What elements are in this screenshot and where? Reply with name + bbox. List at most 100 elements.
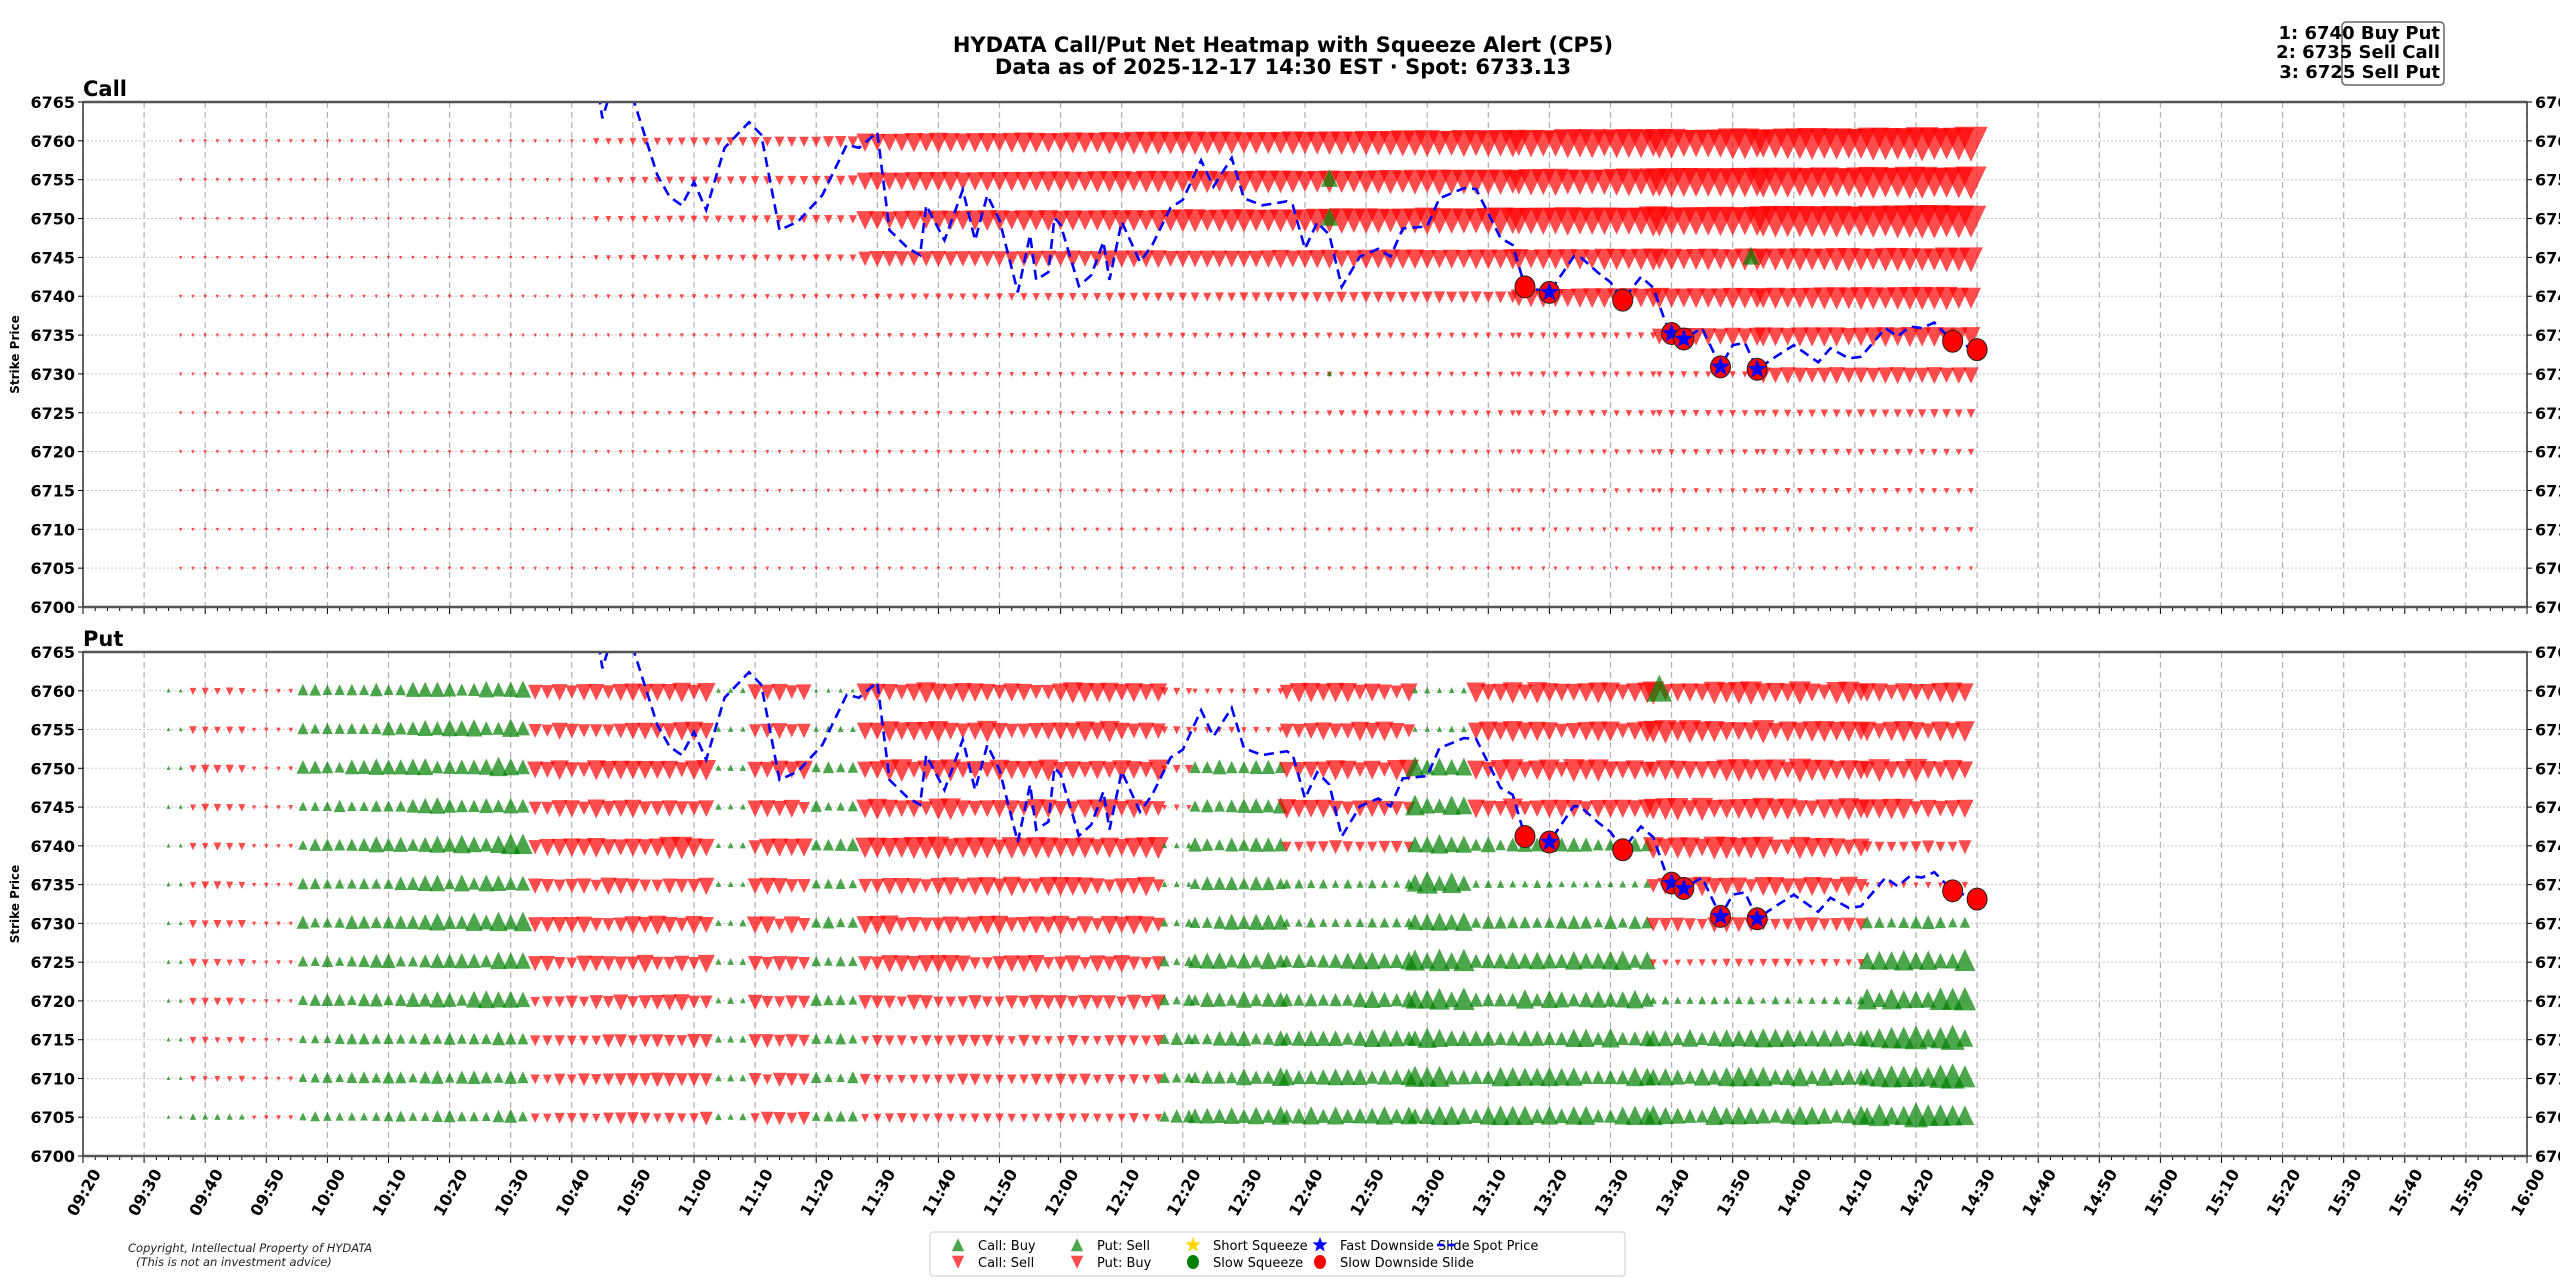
buy-marker: [1352, 991, 1368, 1008]
sell-marker: [179, 294, 183, 299]
sell-marker: [1138, 250, 1155, 268]
sell-marker: [1693, 683, 1711, 702]
buy-marker: [1815, 1067, 1834, 1086]
buy-marker: [814, 688, 819, 693]
sell-marker: [765, 527, 770, 532]
buy-marker: [1340, 952, 1356, 969]
sell-marker: [753, 333, 758, 338]
triangle-down-icon: [951, 1255, 965, 1269]
buy-marker: [323, 1111, 332, 1121]
sell-marker: [1614, 761, 1632, 779]
sell-marker: [933, 996, 944, 1008]
sell-marker: [1253, 371, 1259, 377]
sell-marker: [858, 878, 872, 894]
sell-marker: [1315, 683, 1332, 702]
sell-marker: [655, 527, 660, 532]
sell-marker: [374, 217, 378, 221]
buy-marker: [456, 993, 468, 1006]
sell-marker: [875, 449, 880, 455]
sell-marker: [569, 178, 574, 183]
sell-marker: [576, 955, 592, 972]
sell-marker: [1698, 959, 1706, 967]
sell-marker: [850, 527, 855, 532]
sell-marker: [1180, 372, 1186, 377]
sell-marker: [227, 178, 232, 183]
sell-marker: [179, 566, 183, 571]
buy-marker: [309, 838, 322, 851]
sell-marker: [1492, 683, 1509, 702]
sell-marker: [1278, 371, 1283, 377]
x-tick-label: 12:30: [1224, 1166, 1266, 1220]
sell-marker: [325, 139, 330, 144]
x-tick-label: 11:40: [918, 1166, 960, 1220]
sell-marker: [589, 995, 604, 1010]
sell-marker: [985, 527, 990, 532]
sell-marker: [750, 136, 760, 147]
sell-marker: [203, 566, 207, 571]
sell-marker: [215, 333, 220, 338]
sell-marker: [618, 333, 623, 338]
buy-marker: [456, 1111, 467, 1122]
sell-marker: [1935, 841, 1946, 852]
sell-marker: [1895, 527, 1901, 533]
buy-marker: [468, 877, 480, 890]
sell-marker: [288, 1037, 293, 1043]
sell-marker: [929, 955, 947, 973]
sell-marker: [1590, 566, 1595, 571]
slow-downside-slide-marker: [1612, 288, 1634, 312]
sell-marker: [398, 450, 403, 454]
sell-marker: [1742, 527, 1748, 533]
sell-marker: [1104, 1074, 1115, 1085]
sell-marker: [691, 294, 697, 300]
buy-marker: [490, 835, 507, 853]
sell-marker: [1494, 291, 1507, 304]
buy-marker: [333, 993, 346, 1006]
sell-marker: [1412, 449, 1418, 455]
sell-marker: [1119, 527, 1124, 532]
buy-marker: [417, 719, 433, 737]
y-tick-label: 6700: [30, 598, 75, 617]
sell-marker: [362, 178, 366, 182]
buy-marker: [1405, 989, 1425, 1009]
buy-marker: [1617, 916, 1628, 928]
sell-marker: [1099, 682, 1119, 703]
sell-marker: [879, 721, 900, 742]
sell-marker: [203, 450, 207, 454]
buy-marker: [1792, 1029, 1808, 1047]
sell-marker: [1651, 566, 1656, 571]
sell-marker: [435, 217, 440, 221]
sell-marker: [851, 566, 855, 571]
sell-marker: [643, 450, 647, 454]
sell-marker: [784, 956, 799, 971]
sell-marker: [472, 411, 476, 415]
buy-marker: [299, 1112, 307, 1121]
sell-marker: [648, 761, 666, 780]
sell-marker: [1877, 367, 1894, 384]
sell-marker: [423, 372, 427, 377]
sell-marker: [875, 566, 880, 571]
buy-marker: [1555, 1031, 1569, 1046]
sell-marker: [666, 215, 673, 223]
sell-marker: [698, 916, 714, 933]
sell-marker: [887, 449, 892, 455]
sell-marker: [1363, 449, 1369, 455]
sell-marker: [179, 489, 183, 493]
sell-marker: [650, 1034, 664, 1048]
sell-marker: [1866, 367, 1881, 384]
sell-marker: [570, 372, 574, 377]
sell-marker: [1686, 959, 1694, 967]
sell-marker: [1736, 328, 1753, 346]
sell-marker: [1229, 371, 1235, 377]
buy-marker: [810, 839, 822, 851]
sell-marker: [201, 997, 209, 1006]
sell-marker: [881, 877, 898, 895]
sell-marker: [776, 254, 783, 262]
sell-marker: [759, 800, 776, 818]
sell-marker: [641, 215, 649, 223]
sell-marker: [1797, 527, 1803, 533]
sell-marker: [527, 917, 543, 933]
sell-marker: [1442, 249, 1461, 269]
sell-marker: [1502, 682, 1523, 704]
sell-marker: [264, 882, 269, 888]
sell-marker: [1412, 488, 1418, 494]
